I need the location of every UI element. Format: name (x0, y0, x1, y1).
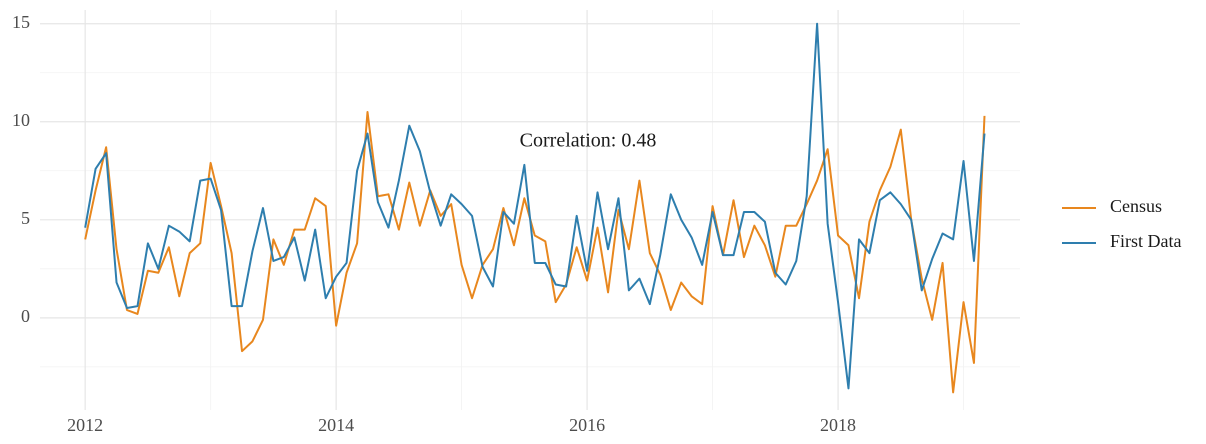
legend-label: First Data (1110, 231, 1182, 251)
y-tick-label: 5 (21, 208, 30, 228)
line-series (84, 22, 986, 390)
legend-label: Census (1110, 196, 1162, 216)
y-tick-label: 15 (12, 12, 30, 32)
annotation: Correlation: 0.48 (520, 130, 657, 152)
y-tick-label: 0 (21, 306, 30, 326)
x-tick-label: 2014 (318, 415, 354, 435)
line-series (84, 110, 986, 394)
x-tick-label: 2012 (67, 415, 103, 435)
legend: Census First Data (1062, 196, 1182, 251)
labels: 0 5 10 15 2012 2014 2016 2018 (12, 12, 856, 435)
x-tick-label: 2016 (569, 415, 605, 435)
y-tick-label: 10 (12, 110, 30, 130)
x-tick-label: 2018 (820, 415, 856, 435)
grid (40, 10, 1020, 410)
plot-lines (84, 22, 986, 394)
